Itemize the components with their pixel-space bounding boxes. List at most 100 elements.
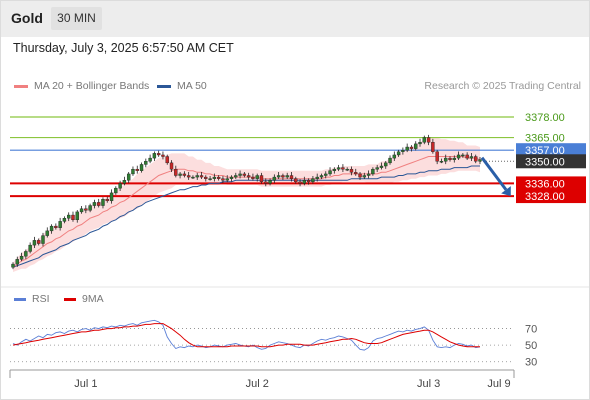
candle-body bbox=[11, 263, 15, 268]
x-tick-label: Jul 9 bbox=[487, 378, 510, 390]
candle-body bbox=[349, 168, 354, 173]
candle-body bbox=[358, 173, 362, 178]
candle-body bbox=[41, 235, 45, 244]
candle-body bbox=[165, 156, 169, 164]
price-label-3378.00: 3378.00 bbox=[525, 112, 565, 124]
candle-body bbox=[204, 176, 208, 179]
price-label: 3378.00 bbox=[525, 112, 565, 124]
candle-body bbox=[109, 192, 114, 202]
price-label: 3350.00 bbox=[516, 154, 586, 169]
candle-body bbox=[45, 230, 49, 236]
candle-body bbox=[461, 154, 465, 157]
price-label-3350.00: 3350.00 bbox=[525, 156, 565, 168]
candle-body bbox=[54, 225, 58, 228]
candle-body bbox=[379, 165, 384, 168]
price-label-bg-3336.00 bbox=[516, 176, 586, 191]
candle-body bbox=[251, 176, 255, 179]
candle-body bbox=[238, 173, 242, 176]
candle-body bbox=[341, 167, 345, 170]
legend-rsi: RSI bbox=[14, 293, 50, 305]
candle-body bbox=[118, 183, 122, 189]
candle-body bbox=[456, 154, 461, 159]
candle-body bbox=[354, 172, 358, 175]
price-label: 3328.00 bbox=[516, 189, 586, 204]
candle-body bbox=[328, 170, 332, 175]
candle-body bbox=[362, 175, 367, 178]
legend-ma50-label: MA 50 bbox=[177, 80, 207, 92]
candle-body bbox=[66, 214, 71, 219]
candle-body bbox=[71, 214, 75, 221]
ma20-line bbox=[12, 156, 481, 268]
candle-body bbox=[32, 240, 37, 246]
forecast-arrowhead bbox=[501, 186, 511, 197]
source-credit: Research © 2025 Trading Central bbox=[424, 80, 581, 92]
bollinger-band bbox=[13, 137, 480, 272]
candle-body bbox=[414, 143, 418, 149]
legend-ma20-label: MA 20 + Bollinger Bands bbox=[34, 80, 150, 92]
candle-body bbox=[281, 175, 285, 178]
candle-body bbox=[101, 199, 105, 206]
candle-body bbox=[182, 173, 187, 176]
candle-body bbox=[114, 187, 118, 194]
legend-ma50: MA 50 bbox=[157, 80, 207, 92]
candle-body bbox=[174, 168, 178, 176]
instrument-title: Gold bbox=[11, 10, 43, 26]
candle-body bbox=[448, 157, 452, 160]
candle-body bbox=[191, 176, 195, 179]
price-label-3328.00: 3328.00 bbox=[525, 191, 565, 203]
candle-body bbox=[246, 175, 251, 178]
candle-body bbox=[396, 151, 401, 156]
candle-body bbox=[15, 259, 19, 265]
candle-body bbox=[478, 159, 482, 162]
candle-body bbox=[298, 181, 302, 184]
candle-body bbox=[289, 175, 294, 179]
candle-body bbox=[144, 161, 148, 165]
candle-body bbox=[84, 208, 88, 211]
candle-body bbox=[169, 162, 174, 170]
timeframe-badge[interactable]: 30 MIN bbox=[51, 7, 102, 30]
candle-body bbox=[186, 175, 191, 178]
candle-body bbox=[426, 137, 431, 143]
candle-body bbox=[152, 153, 157, 159]
candle-body bbox=[19, 255, 24, 260]
candle-body bbox=[371, 168, 375, 175]
candle-body bbox=[79, 208, 84, 213]
candle-body bbox=[272, 176, 277, 181]
price-label-bg-3328.00 bbox=[516, 189, 586, 204]
candle-body bbox=[405, 146, 409, 151]
candle-body bbox=[195, 175, 199, 178]
candle-body bbox=[156, 153, 161, 156]
candle-body bbox=[37, 240, 41, 244]
candle-body bbox=[24, 251, 28, 257]
candle-body bbox=[264, 181, 268, 184]
candle-body bbox=[28, 244, 32, 252]
candle-body bbox=[422, 137, 427, 143]
candle-body bbox=[469, 156, 474, 159]
chart-timestamp: Thursday, July 3, 2025 6:57:50 AM CET bbox=[13, 41, 234, 55]
rsi-tick-70: 70 bbox=[525, 324, 537, 336]
candle-body bbox=[388, 157, 392, 164]
candle-body bbox=[392, 154, 397, 159]
candle-body bbox=[126, 173, 131, 181]
x-tick-label: Jul 1 bbox=[74, 378, 97, 390]
candle-body bbox=[315, 176, 319, 179]
candle-body bbox=[435, 151, 439, 162]
candle-body bbox=[452, 157, 456, 160]
candle-body bbox=[384, 162, 388, 167]
candle-body bbox=[319, 175, 324, 178]
candle-body bbox=[122, 180, 127, 184]
candle-body bbox=[208, 178, 212, 180]
legend-ma20: MA 20 + Bollinger Bands bbox=[14, 80, 149, 92]
candle-body bbox=[135, 168, 139, 171]
price-label-bg-3357.00 bbox=[516, 143, 586, 158]
legend-ma9-swatch bbox=[64, 297, 76, 301]
price-label-3336.00: 3336.00 bbox=[525, 178, 565, 190]
candle-body bbox=[268, 180, 272, 184]
candle-body bbox=[444, 157, 448, 162]
candle-body bbox=[324, 173, 328, 176]
candle-body bbox=[276, 175, 281, 178]
candle-body bbox=[96, 202, 101, 206]
legend-rsi-swatch bbox=[14, 297, 26, 301]
candle-body bbox=[212, 176, 217, 179]
candle-body bbox=[401, 149, 405, 152]
